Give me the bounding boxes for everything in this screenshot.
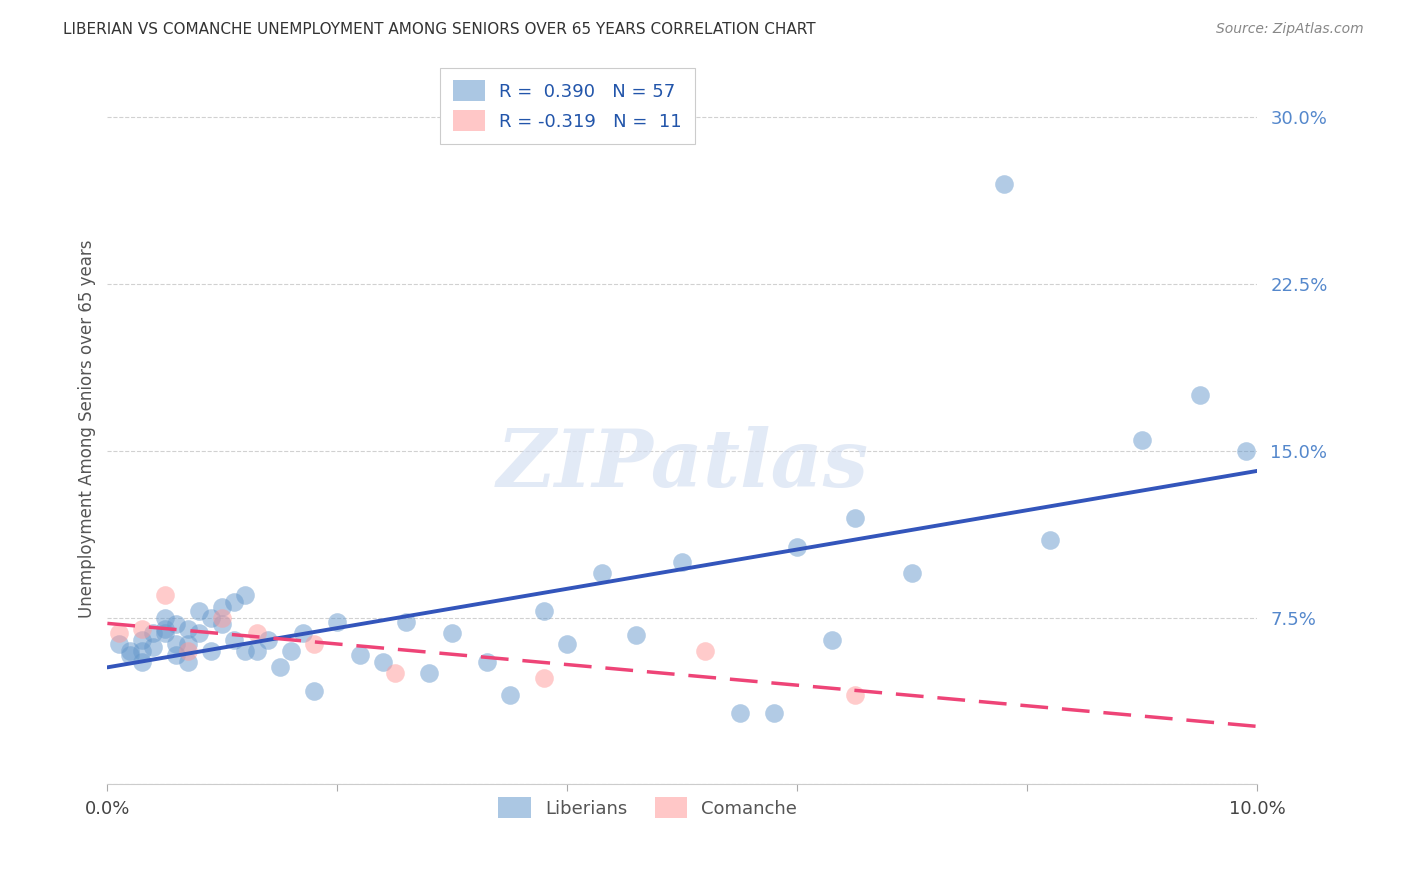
Point	[533, 604, 555, 618]
Y-axis label: Unemployment Among Seniors over 65 years: Unemployment Among Seniors over 65 years	[79, 239, 96, 618]
Text: Source: ZipAtlas.com: Source: ZipAtlas.com	[1216, 22, 1364, 37]
Point	[728, 706, 751, 721]
Point	[120, 648, 142, 663]
Point	[153, 622, 176, 636]
Point	[131, 655, 153, 669]
Point	[246, 644, 269, 658]
Point	[1234, 444, 1257, 458]
Point	[177, 655, 200, 669]
Legend: Liberians, Comanche: Liberians, Comanche	[491, 790, 804, 825]
Point	[844, 689, 866, 703]
Point	[246, 626, 269, 640]
Point	[188, 604, 211, 618]
Point	[142, 640, 165, 654]
Point	[131, 644, 153, 658]
Point	[499, 689, 522, 703]
Point	[177, 644, 200, 658]
Point	[418, 666, 440, 681]
Point	[280, 644, 302, 658]
Point	[326, 615, 349, 629]
Point	[993, 177, 1015, 191]
Point	[211, 610, 233, 624]
Point	[591, 566, 613, 581]
Point	[349, 648, 371, 663]
Point	[555, 637, 578, 651]
Text: LIBERIAN VS COMANCHE UNEMPLOYMENT AMONG SENIORS OVER 65 YEARS CORRELATION CHART: LIBERIAN VS COMANCHE UNEMPLOYMENT AMONG …	[63, 22, 815, 37]
Point	[153, 626, 176, 640]
Point	[235, 589, 257, 603]
Point	[188, 626, 211, 640]
Point	[763, 706, 786, 721]
Point	[291, 626, 314, 640]
Point	[165, 617, 187, 632]
Point	[821, 632, 844, 647]
Point	[533, 671, 555, 685]
Point	[1039, 533, 1062, 547]
Point	[153, 610, 176, 624]
Point	[120, 644, 142, 658]
Point	[257, 632, 280, 647]
Point	[384, 666, 406, 681]
Point	[211, 599, 233, 614]
Point	[142, 626, 165, 640]
Point	[695, 644, 717, 658]
Point	[475, 655, 498, 669]
Point	[235, 644, 257, 658]
Point	[177, 622, 200, 636]
Point	[177, 637, 200, 651]
Point	[131, 622, 153, 636]
Point	[108, 626, 131, 640]
Point	[222, 595, 245, 609]
Point	[373, 655, 395, 669]
Point	[222, 632, 245, 647]
Point	[1130, 433, 1153, 447]
Point	[165, 637, 187, 651]
Text: ZIPatlas: ZIPatlas	[496, 425, 869, 503]
Point	[1188, 388, 1211, 402]
Point	[153, 589, 176, 603]
Point	[108, 637, 131, 651]
Point	[200, 644, 222, 658]
Point	[395, 615, 418, 629]
Point	[786, 540, 808, 554]
Point	[200, 610, 222, 624]
Point	[304, 684, 326, 698]
Point	[165, 648, 187, 663]
Point	[671, 555, 693, 569]
Point	[211, 617, 233, 632]
Point	[441, 626, 464, 640]
Point	[131, 632, 153, 647]
Point	[844, 510, 866, 524]
Point	[304, 637, 326, 651]
Point	[901, 566, 924, 581]
Point	[626, 628, 648, 642]
Point	[269, 659, 291, 673]
